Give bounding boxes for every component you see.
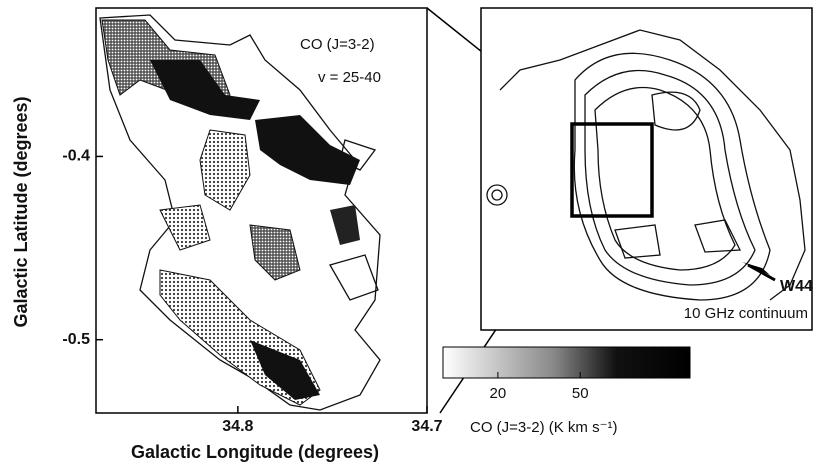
page: {"chart_data": {"type": "contour", "xlab…	[0, 0, 820, 467]
figure: CO (J=3-2) v = 25-40 Galactic Longitude …	[0, 0, 820, 467]
y-tick-label: -0.5	[62, 331, 90, 348]
colorbar-tick-label: 20	[490, 385, 507, 402]
x-axis-label: Galactic Longitude (degrees)	[131, 442, 379, 462]
continuum-map	[481, 8, 812, 330]
x-tick-label: 34.8	[222, 418, 253, 435]
annotation: CO (J=3-2)	[300, 36, 375, 53]
inset-caption: 10 GHz continuum	[684, 305, 808, 322]
annotation: v = 25-40	[318, 69, 381, 86]
y-tick-label: -0.4	[62, 148, 90, 165]
y-axis-label: Galactic Latitude (degrees)	[11, 96, 31, 327]
colorbar-tick-label: 50	[572, 385, 589, 402]
inset-label: W44	[780, 278, 813, 295]
colorbar	[443, 347, 690, 378]
colorbar-label: CO (J=3-2) (K km s⁻¹)	[470, 419, 618, 436]
x-tick-label: 34.7	[411, 418, 442, 435]
